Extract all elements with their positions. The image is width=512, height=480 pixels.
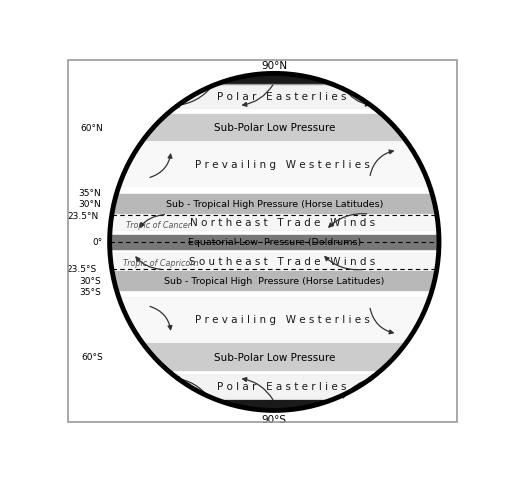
Bar: [105, 297, 443, 341]
Bar: [105, 271, 443, 290]
Ellipse shape: [110, 74, 439, 410]
Text: 0°: 0°: [93, 238, 103, 247]
Text: P o l a r   E a s t e r l i e s: P o l a r E a s t e r l i e s: [218, 92, 347, 102]
Text: P r e v a i l i n g   W e s t e r l i e s: P r e v a i l i n g W e s t e r l i e s: [195, 314, 370, 324]
Text: High Pressure: High Pressure: [228, 408, 321, 421]
Bar: [105, 374, 443, 398]
Text: Sub - Tropical High Pressure (Horse Latitudes): Sub - Tropical High Pressure (Horse Lati…: [165, 200, 383, 208]
Text: 35°S: 35°S: [79, 288, 101, 297]
Bar: [105, 194, 443, 214]
Bar: [105, 143, 443, 187]
Bar: [105, 85, 443, 109]
Text: 30°N: 30°N: [78, 200, 101, 208]
Text: P o l a r   E a s t e r l i e s: P o l a r E a s t e r l i e s: [218, 382, 347, 392]
Text: Tropic of Capricorn: Tropic of Capricorn: [123, 258, 198, 267]
Text: 60°N: 60°N: [80, 123, 103, 132]
Text: S o u t h e a s t   T r a d e   W i n d s: S o u t h e a s t T r a d e W i n d s: [189, 256, 375, 266]
Text: N o r t h e a s t   T r a d e   W i n d s: N o r t h e a s t T r a d e W i n d s: [189, 218, 375, 228]
Text: 23.5°S: 23.5°S: [67, 264, 97, 274]
Text: 35°N: 35°N: [78, 188, 101, 197]
Text: 60°S: 60°S: [81, 352, 103, 361]
Bar: [105, 253, 443, 269]
Text: Sub - Tropical High  Pressure (Horse Latitudes): Sub - Tropical High Pressure (Horse Lati…: [164, 276, 385, 285]
Text: Equatorial Low  Pressure (Doldrums): Equatorial Low Pressure (Doldrums): [188, 238, 361, 247]
Bar: [105, 400, 443, 428]
Text: 90°N: 90°N: [261, 61, 287, 71]
Text: P r e v a i l i n g   W e s t e r l i e s: P r e v a i l i n g W e s t e r l i e s: [195, 160, 370, 170]
Text: High Pressure: High Pressure: [228, 64, 321, 77]
Bar: [105, 57, 443, 84]
Text: 90°S: 90°S: [262, 414, 287, 424]
Text: Sub-Polar Low Pressure: Sub-Polar Low Pressure: [214, 352, 335, 362]
Bar: [105, 235, 443, 250]
Bar: [105, 115, 443, 141]
Text: Tropic of Cancer: Tropic of Cancer: [125, 220, 190, 229]
Bar: [105, 215, 443, 231]
Bar: [105, 344, 443, 370]
Text: Sub-Polar Low Pressure: Sub-Polar Low Pressure: [214, 123, 335, 133]
Text: 30°S: 30°S: [79, 276, 101, 285]
Text: 23.5°N: 23.5°N: [68, 211, 99, 220]
